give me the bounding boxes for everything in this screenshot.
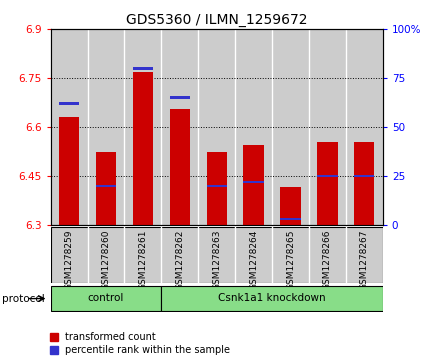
Bar xyxy=(125,29,161,225)
Bar xyxy=(133,72,153,225)
Bar xyxy=(198,29,235,225)
Bar xyxy=(280,218,301,220)
Bar xyxy=(235,29,272,225)
Text: protocol: protocol xyxy=(2,294,45,303)
Bar xyxy=(280,188,301,225)
Bar xyxy=(317,142,337,225)
Bar xyxy=(235,29,272,225)
Bar xyxy=(59,102,79,105)
Text: GSM1278261: GSM1278261 xyxy=(138,230,147,290)
Bar xyxy=(346,29,383,225)
Bar xyxy=(88,29,125,225)
Bar xyxy=(161,29,198,225)
Bar xyxy=(51,29,88,225)
Bar xyxy=(96,184,116,187)
Text: GSM1278264: GSM1278264 xyxy=(249,230,258,290)
Legend: transformed count, percentile rank within the sample: transformed count, percentile rank withi… xyxy=(49,331,231,356)
Bar xyxy=(354,142,374,225)
Bar xyxy=(206,184,227,187)
Title: GDS5360 / ILMN_1259672: GDS5360 / ILMN_1259672 xyxy=(126,13,308,26)
Bar xyxy=(59,117,79,225)
Bar xyxy=(309,29,346,225)
Bar xyxy=(51,286,161,311)
Text: GSM1278267: GSM1278267 xyxy=(360,230,369,290)
Bar xyxy=(125,29,161,225)
Bar xyxy=(51,29,88,225)
Bar xyxy=(243,181,264,183)
Text: Csnk1a1 knockdown: Csnk1a1 knockdown xyxy=(218,293,326,303)
Bar xyxy=(198,29,235,225)
Bar xyxy=(170,109,190,225)
Bar xyxy=(309,29,346,225)
Bar xyxy=(317,175,337,178)
Bar xyxy=(96,152,116,225)
Bar xyxy=(161,29,198,225)
Bar xyxy=(354,175,374,178)
Text: GSM1278266: GSM1278266 xyxy=(323,230,332,290)
Bar xyxy=(88,29,125,225)
Text: GSM1278262: GSM1278262 xyxy=(175,230,184,290)
Bar xyxy=(161,286,383,311)
Text: control: control xyxy=(88,293,124,303)
Bar xyxy=(170,96,190,99)
Bar xyxy=(346,29,383,225)
Bar xyxy=(243,145,264,225)
Bar xyxy=(133,67,153,70)
Text: GSM1278263: GSM1278263 xyxy=(212,230,221,290)
Text: GSM1278265: GSM1278265 xyxy=(286,230,295,290)
Bar xyxy=(272,29,309,225)
Bar xyxy=(206,152,227,225)
Text: GSM1278259: GSM1278259 xyxy=(65,230,73,290)
Bar xyxy=(272,29,309,225)
Text: GSM1278260: GSM1278260 xyxy=(102,230,110,290)
